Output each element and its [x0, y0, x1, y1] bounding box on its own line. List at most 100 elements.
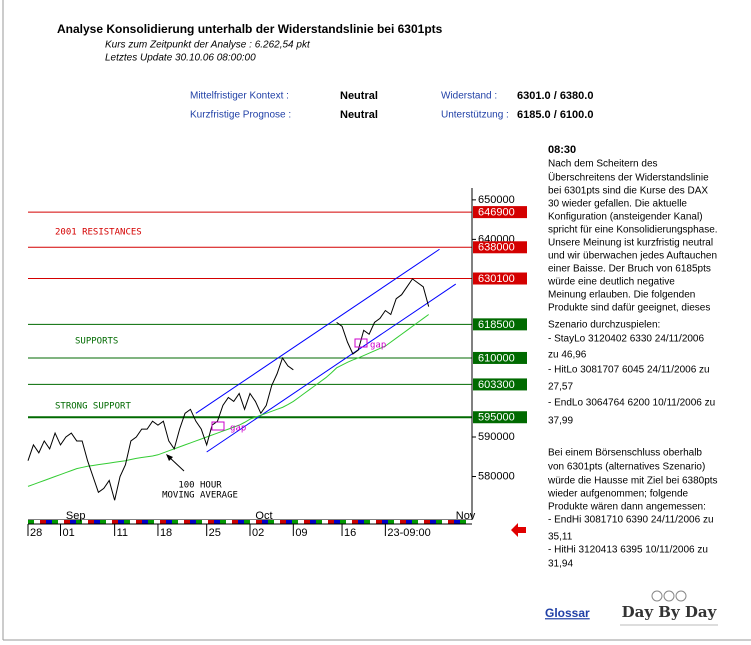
axis-strip — [88, 520, 94, 524]
annotation: STRONG SUPPORT — [55, 402, 131, 412]
annotation: gap — [230, 424, 246, 434]
comment-line: wieder aufgenommen; folgende — [547, 489, 689, 500]
comment-line: Meinung erlauben. Die folgenden — [548, 290, 695, 301]
month-label: Sep — [66, 510, 86, 522]
axis-strip — [208, 520, 214, 524]
series-line — [27, 314, 429, 487]
comment-line: einer Baisse. Der Bruch von 6185pts — [548, 264, 711, 275]
comment-line: - EndHi 3081710 6390 24/11/2006 zu — [548, 515, 714, 526]
axis-strip — [58, 520, 64, 524]
axis-strip — [340, 520, 346, 524]
axis-strip — [190, 520, 196, 524]
axis-strip — [322, 520, 328, 524]
axis-strip — [124, 520, 130, 524]
axis-strip — [286, 520, 292, 524]
axis-strip — [64, 520, 70, 524]
comment-line: Unsere Meinung ist kurzfristig neutral — [548, 238, 713, 249]
axis-strip — [238, 520, 244, 524]
axis-strip — [214, 520, 220, 524]
logo-text: Day By Day — [622, 603, 718, 621]
axis-strip — [94, 520, 100, 524]
axis-strip — [304, 520, 310, 524]
label: Kurzfristige Prognose : — [190, 110, 291, 121]
update-line: Letztes Update 30.10.06 08:00:00 — [105, 53, 256, 64]
x-tick-label: 25 — [209, 527, 221, 539]
y-tick-label: 580000 — [478, 470, 515, 482]
axis-strip — [184, 520, 190, 524]
axis-strip — [40, 520, 46, 524]
axis-strip — [118, 520, 124, 524]
value: 6185.0 / 6100.0 — [517, 109, 593, 121]
comment-line: 31,94 — [548, 559, 573, 570]
axis-strip — [460, 520, 466, 524]
axis-strip — [166, 520, 172, 524]
comment-line: Produkte sind dafür geeignet, dieses — [548, 303, 710, 314]
axis-strip — [196, 520, 202, 524]
y-tick-label: 590000 — [478, 431, 515, 443]
comment-line: - EndLo 3064764 6200 10/11/2006 zu — [548, 398, 715, 409]
axis-strip — [226, 520, 232, 524]
annotation: 2001 RESISTANCES — [55, 228, 142, 238]
comment-line: zu 46,96 — [548, 350, 587, 361]
axis-strip — [394, 520, 400, 524]
axis-strip — [388, 520, 394, 524]
comment-line: - StayLo 3120402 6330 24/11/2006 — [548, 334, 704, 345]
axis-strip — [412, 520, 418, 524]
axis-strip — [154, 520, 160, 524]
axis-strip — [310, 520, 316, 524]
axis-strip — [298, 520, 304, 524]
comment-line: Produkte wären dann angemessen: — [548, 502, 706, 513]
axis-strip — [406, 520, 412, 524]
axis-strip — [346, 520, 352, 524]
chart: 5800005900006400006500006469006380006301… — [27, 188, 527, 539]
axis-strip — [268, 520, 274, 524]
level-box — [473, 241, 527, 254]
level-label: 618500 — [478, 319, 515, 331]
axis-strip — [256, 520, 262, 524]
axis-strip — [334, 520, 340, 524]
x-tick-label: 18 — [160, 527, 172, 539]
axis-strip — [454, 520, 460, 524]
level-label: 630100 — [478, 273, 515, 285]
axis-strip — [448, 520, 454, 524]
axis-strip — [280, 520, 286, 524]
comment-time: 08:30 — [548, 144, 576, 156]
axis-strip — [250, 520, 256, 524]
axis-strip — [76, 520, 82, 524]
month-label: Oct — [255, 510, 272, 522]
axis-strip — [466, 520, 472, 524]
axis-strip — [172, 520, 178, 524]
axis-strip — [130, 520, 136, 524]
label: Widerstand : — [441, 91, 497, 102]
comment-line: - HitHi 3120413 6395 10/11/2006 zu — [548, 545, 708, 556]
gap-box — [211, 421, 225, 431]
glossar-link[interactable]: Glossar — [545, 606, 590, 620]
comment-line: Nach dem Scheitern des — [548, 159, 658, 170]
x-tick-label: 16 — [344, 527, 356, 539]
comment-line: 35,11 — [548, 532, 573, 543]
comment-line: würde die Hausse mit Ziel bei 6380pts — [547, 476, 718, 487]
comment-line: Bei einem Börsenschluss oberhalb — [548, 448, 702, 459]
title: Analyse Konsolidierung unterhalb der Wid… — [57, 22, 443, 36]
x-tick-label: 28 — [30, 527, 42, 539]
axis-strip — [424, 520, 430, 524]
comment-line: von 6301pts (alternatives Szenario) — [548, 462, 705, 473]
x-tick-label: 02 — [252, 527, 264, 539]
axis-strip — [244, 520, 250, 524]
x-tick-label: 23-09:00 — [387, 527, 430, 539]
annotation: MOVING AVERAGE — [162, 491, 238, 501]
y-tick-label: 650000 — [478, 194, 515, 206]
value: 6301.0 / 6380.0 — [517, 90, 593, 102]
axis-strip — [316, 520, 322, 524]
axis-strip — [202, 520, 208, 524]
axis-strip — [82, 520, 88, 524]
comment-line: Konfiguration (ansteigender Kanal) — [548, 212, 703, 223]
level-label: 610000 — [478, 352, 515, 364]
axis-strip — [442, 520, 448, 524]
level-box — [473, 378, 527, 391]
axis-strip — [160, 520, 166, 524]
comment-line: spricht für eine Konsolidierungsphase. — [548, 225, 718, 236]
axis-strip — [328, 520, 334, 524]
